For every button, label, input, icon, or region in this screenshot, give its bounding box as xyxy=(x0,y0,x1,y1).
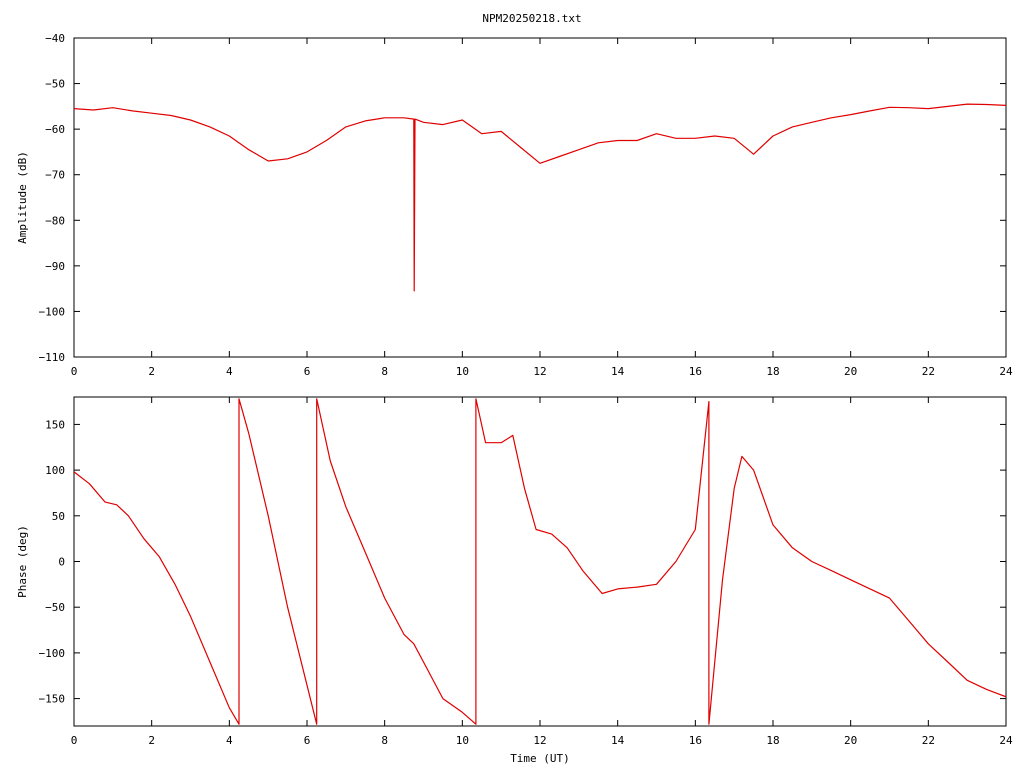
x-tick-label: 18 xyxy=(766,365,779,378)
y-tick-label: −50 xyxy=(45,601,65,614)
y-tick-label: −100 xyxy=(39,305,66,318)
x-tick-label: 14 xyxy=(611,365,625,378)
x-tick-label: 6 xyxy=(304,365,311,378)
x-tick-label: 8 xyxy=(381,734,388,747)
y-tick-label: −40 xyxy=(45,32,65,45)
amplitude-panel: 0 2 4 6 8 10 12 14 16 18 20 22 24−110−100−90−80−70−6… xyxy=(16,32,1013,378)
y-axis-label: Phase (deg) xyxy=(16,525,29,598)
y-tick-label: −60 xyxy=(45,123,65,136)
y-tick-label: −80 xyxy=(45,214,65,227)
x-tick-label: 4 xyxy=(226,365,233,378)
x-tick-label: 10 xyxy=(456,734,469,747)
data-series-line xyxy=(74,398,1006,725)
y-tick-label: 100 xyxy=(45,464,65,477)
y-tick-label: −90 xyxy=(45,260,65,273)
y-tick-label: −70 xyxy=(45,169,65,182)
x-tick-label: 16 xyxy=(689,365,702,378)
x-tick-label: 12 xyxy=(533,365,546,378)
y-tick-label: 50 xyxy=(52,510,65,523)
x-tick-label: 24 xyxy=(999,365,1013,378)
y-tick-label: −150 xyxy=(39,693,66,706)
y-tick-label: −50 xyxy=(45,78,65,91)
x-tick-label: 12 xyxy=(533,734,546,747)
x-tick-label: 16 xyxy=(689,734,702,747)
chart-title: NPM20250218.txt xyxy=(482,12,581,25)
x-axis-label: Time (UT) xyxy=(510,752,570,765)
data-series-line xyxy=(74,103,1006,292)
x-tick-label: 20 xyxy=(844,734,857,747)
x-tick-label: 0 xyxy=(71,734,78,747)
y-axis-label: Amplitude (dB) xyxy=(16,151,29,244)
phase-panel: 0 2 4 6 8 10 12 14 16 18 20 22 24−150−100−5005010015… xyxy=(16,396,1013,765)
x-tick-label: 24 xyxy=(999,734,1013,747)
x-tick-label: 10 xyxy=(456,365,469,378)
x-tick-label: 2 xyxy=(148,365,155,378)
x-tick-label: 20 xyxy=(844,365,857,378)
x-tick-label: 8 xyxy=(381,365,388,378)
x-tick-label: 14 xyxy=(611,734,625,747)
x-tick-label: 2 xyxy=(148,734,155,747)
x-tick-label: 0 xyxy=(71,365,78,378)
x-tick-label: 6 xyxy=(304,734,311,747)
y-tick-label: −110 xyxy=(39,351,66,364)
x-tick-label: 4 xyxy=(226,734,233,747)
plot-frame xyxy=(73,37,1007,358)
y-tick-label: −100 xyxy=(39,647,66,660)
x-tick-label: 22 xyxy=(922,365,935,378)
y-tick-label: 150 xyxy=(45,418,65,431)
plot-frame xyxy=(73,396,1007,727)
y-tick-label: 0 xyxy=(58,556,65,569)
x-tick-label: 18 xyxy=(766,734,779,747)
x-tick-label: 22 xyxy=(922,734,935,747)
